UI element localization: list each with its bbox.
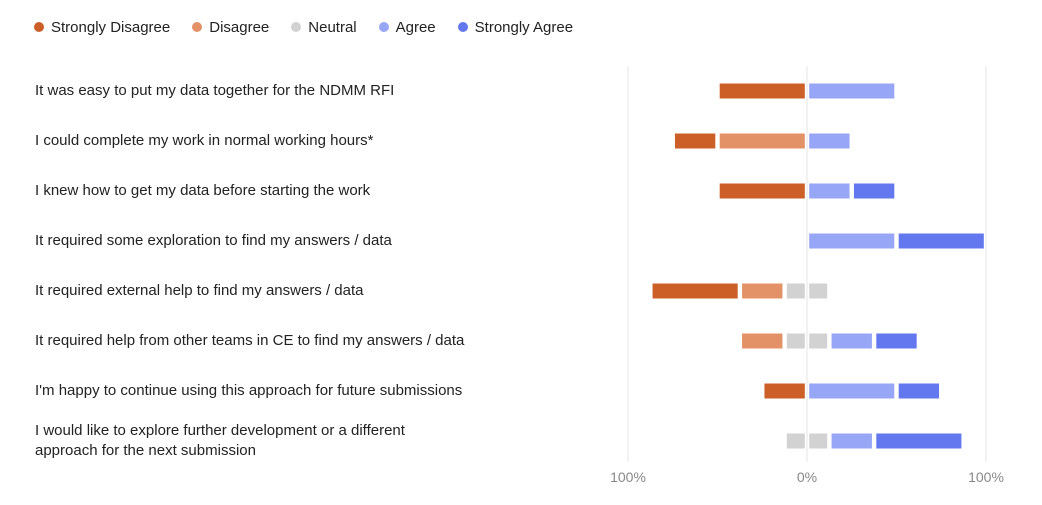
category-label: I would like to explore further developm…	[35, 422, 405, 459]
category-label: It required some exploration to find my …	[35, 232, 392, 249]
category-label: I'm happy to continue using this approac…	[35, 382, 463, 399]
bar-segment	[809, 333, 828, 349]
bar-segment	[652, 283, 738, 299]
bar-segment	[809, 283, 828, 299]
bar-segment	[809, 233, 895, 249]
legend-swatch	[291, 22, 302, 32]
bar-segment	[809, 133, 850, 149]
bar-segment	[831, 333, 872, 349]
x-tick-label: 100%	[610, 469, 646, 485]
legend-label: Strongly Disagree	[51, 18, 171, 36]
bar-segment	[831, 433, 872, 449]
category-label: I knew how to get my data before startin…	[35, 182, 371, 199]
category-label: It required help from other teams in CE …	[35, 332, 465, 349]
legend-label: Neutral	[308, 18, 357, 36]
legend-swatch	[34, 22, 44, 32]
bar-segment	[809, 183, 850, 199]
legend-swatch	[457, 22, 468, 32]
x-tick-label: 0%	[797, 469, 817, 485]
category-label: It required external help to find my ans…	[35, 282, 364, 299]
category-labels: It was easy to put my data together for …	[35, 0, 555, 505]
legend-item-neutral[interactable]: Neutral	[291, 18, 357, 36]
bar-segment	[719, 83, 805, 99]
category-label: It was easy to put my data together for …	[35, 82, 395, 99]
bar-segment	[786, 433, 805, 449]
bar-segment	[853, 183, 895, 199]
bar-segment	[742, 283, 783, 299]
x-tick-label: 100%	[968, 469, 1004, 485]
bar-segment	[719, 183, 805, 199]
bar-segment	[719, 133, 805, 149]
legend-item-agree[interactable]: Agree	[378, 18, 436, 36]
bar-segment	[809, 433, 828, 449]
bar-segment	[876, 433, 962, 449]
category-label: I could complete my work in normal worki…	[35, 132, 374, 149]
bar-segment	[786, 333, 805, 349]
legend-label: Strongly Agree	[474, 18, 574, 36]
bar-segment	[876, 333, 917, 349]
legend-swatch	[192, 22, 203, 32]
bar-segment	[809, 83, 895, 99]
legend-item-disagree[interactable]: Disagree	[192, 19, 269, 36]
bar-segment	[898, 233, 984, 249]
bar-segment	[764, 383, 805, 399]
legend-label: Disagree	[209, 18, 270, 36]
bar-segment	[742, 333, 783, 349]
legend-item-strongly-agree[interactable]: Strongly Agree	[457, 18, 574, 36]
bar-segment	[809, 383, 895, 399]
bar-segment	[674, 133, 716, 149]
legend-item-strongly-disagree[interactable]: Strongly Disagree	[34, 19, 170, 36]
bar-segment	[786, 283, 805, 299]
legend-swatch	[378, 22, 389, 32]
legend-label: Agree	[395, 18, 436, 36]
bar-segment	[898, 383, 940, 399]
legend: Strongly Disagree Disagree Neutral Agree…	[34, 17, 595, 37]
